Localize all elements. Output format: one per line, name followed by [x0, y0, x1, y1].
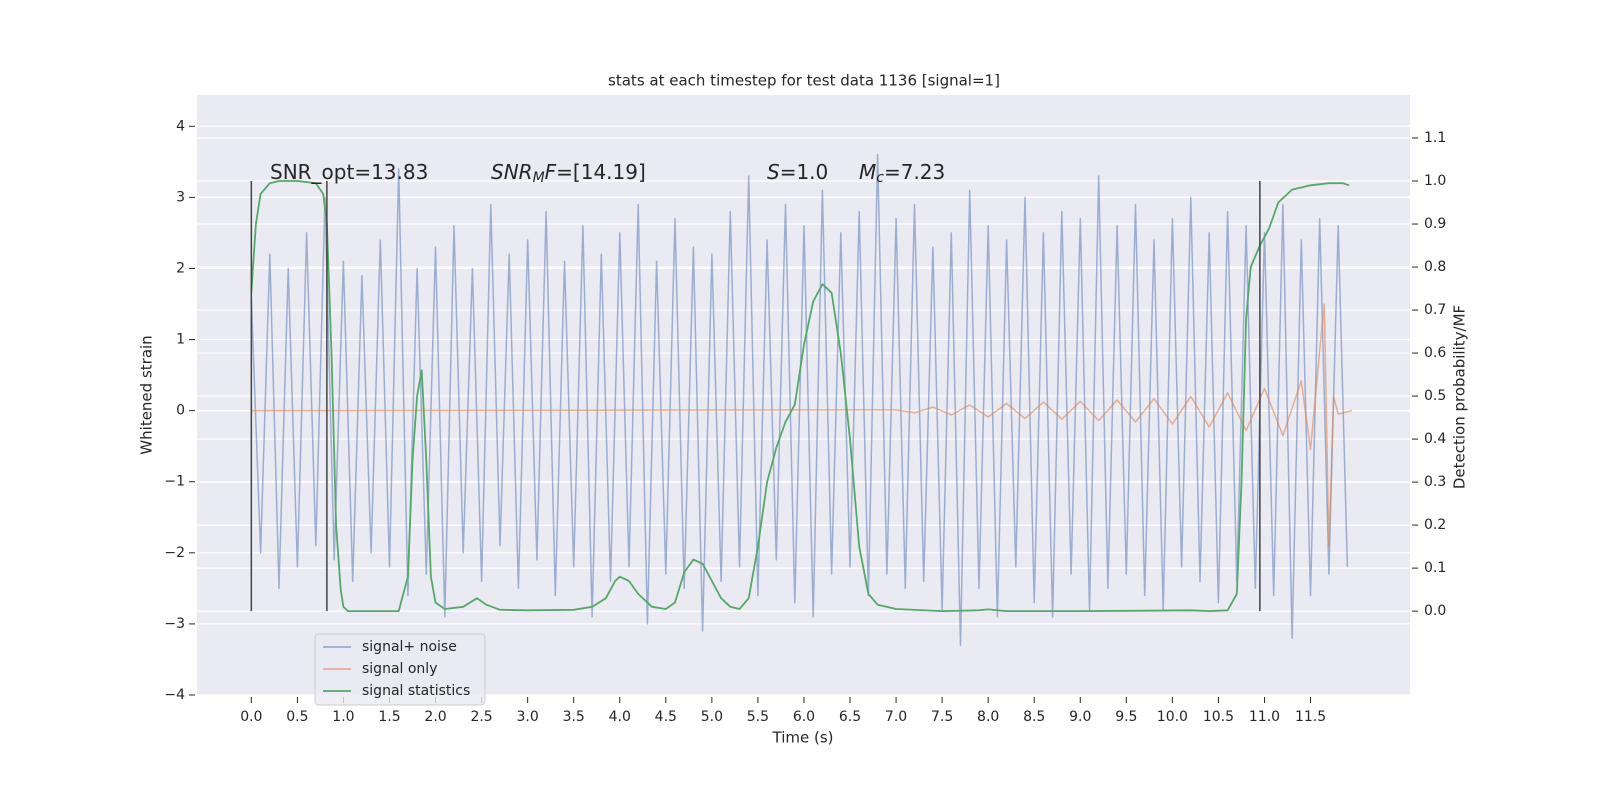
annotation-part: M — [859, 160, 876, 184]
y-tick-label: −3 — [164, 616, 185, 632]
y2-tick-label: 0.3 — [1424, 474, 1446, 490]
y-tick-label: 1 — [176, 332, 185, 348]
x-tick-label: 10.0 — [1157, 709, 1188, 725]
annotations: SNR_opt=13.83 SNRMF=[14.19] S=1.0 Mc=7.23 — [270, 160, 945, 187]
x-tick-label: 2.5 — [470, 709, 492, 725]
y2-tick-label: 0.5 — [1424, 388, 1446, 404]
annotation-part: =7.23 — [884, 160, 945, 184]
y2-tick-label: 0.6 — [1424, 345, 1446, 361]
annotation-part: =[14.19] — [556, 160, 646, 184]
x-tick-label: 7.5 — [931, 709, 953, 725]
y2-tick-label: 0.8 — [1424, 259, 1446, 275]
annotation-part: F — [545, 160, 557, 184]
x-tick-label: 7.0 — [885, 709, 907, 725]
x-tick-label: 0.5 — [286, 709, 308, 725]
y2-tick-label: 1.0 — [1424, 173, 1446, 189]
annotation-part: SNR — [491, 160, 533, 184]
x-tick-label: 9.5 — [1115, 709, 1137, 725]
x-tick-label: 1.0 — [332, 709, 354, 725]
x-tick-label: 2.0 — [424, 709, 446, 725]
x-tick-label: 0.0 — [240, 709, 262, 725]
x-tick-label: 9.0 — [1069, 709, 1091, 725]
y-tick-label: 3 — [176, 189, 185, 205]
y-tick-label: −1 — [164, 474, 185, 490]
y-tick-label: −4 — [164, 687, 185, 703]
marks — [250, 153, 1353, 646]
series-line — [250, 180, 1350, 612]
y2-tick-label: 0.4 — [1424, 431, 1446, 447]
annotation-part: S — [767, 160, 780, 184]
y2-tick-label: 0.9 — [1424, 216, 1446, 232]
x-tick-label: 11.0 — [1249, 709, 1280, 725]
annotation: SNR_opt=13.83 — [270, 160, 428, 184]
series-line — [250, 153, 1349, 646]
x-tick-label: 5.5 — [747, 709, 769, 725]
legend-box — [314, 633, 486, 706]
y2-tick-label: 0.1 — [1424, 560, 1446, 576]
y2-tick-label: 0.7 — [1424, 302, 1446, 318]
x-tick-label: 5.0 — [701, 709, 723, 725]
x-tick-label: 1.5 — [378, 709, 400, 725]
annotation: S=1.0 — [767, 160, 828, 184]
annotation-part: M — [533, 170, 545, 186]
y2-tick-label: 0.2 — [1424, 517, 1446, 533]
y2-tick-label: 0.0 — [1424, 603, 1446, 619]
annotation-part: c — [876, 170, 884, 186]
x-tick-label: 8.0 — [977, 709, 999, 725]
x-tick-label: 10.5 — [1203, 709, 1234, 725]
annotation: SNRMF=[14.19] — [491, 160, 646, 187]
x-tick-label: 8.5 — [1023, 709, 1045, 725]
y-tick-label: −2 — [164, 545, 185, 561]
legend-label: signal only — [362, 661, 437, 677]
y-tick-label: 4 — [176, 118, 185, 134]
series-line — [251, 303, 1353, 547]
y-axis-label: Whitened strain — [138, 335, 156, 454]
x-axis-label: Time (s) — [772, 729, 834, 747]
y2-tick-label: 1.1 — [1424, 130, 1446, 146]
x-tick-label: 6.0 — [793, 709, 815, 725]
x-tick-label: 11.5 — [1295, 709, 1326, 725]
annotation-part: =1.0 — [780, 160, 829, 184]
chart-title: stats at each timestep for test data 113… — [608, 72, 1000, 90]
y-tick-label: 2 — [176, 260, 185, 276]
x-tick-label: 3.0 — [517, 709, 539, 725]
x-tick-label: 4.0 — [609, 709, 631, 725]
legend-label: signal+ noise — [362, 639, 457, 655]
legend: signal+ noise signal only signal statistic… — [314, 633, 486, 706]
y2-axis-label: Detection probability/MF — [1451, 305, 1469, 489]
legend-label: signal statistics — [362, 683, 470, 699]
annotation-part: SNR_opt=13.83 — [270, 160, 428, 184]
x-tick-label: 6.5 — [839, 709, 861, 725]
y-tick-label: 0 — [176, 403, 185, 419]
annotation: Mc=7.23 — [859, 160, 945, 187]
x-tick-label: 3.5 — [563, 709, 585, 725]
x-tick-label: 4.5 — [655, 709, 677, 725]
